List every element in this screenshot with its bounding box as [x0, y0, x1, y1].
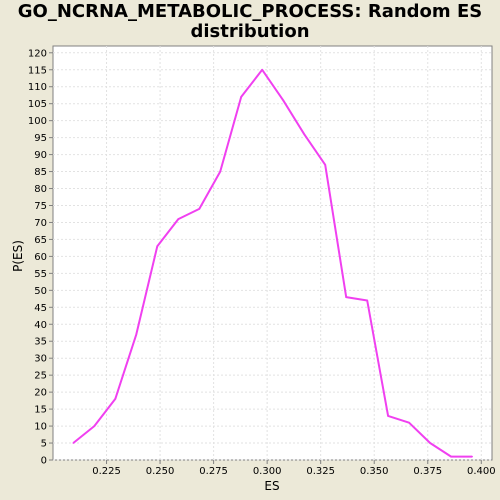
plot-area [52, 45, 493, 461]
y-axis: 0 5 10 15 20 25 30 35 40 45 50 55 60 65 70 75 80 85 90 95 10… [28, 48, 53, 467]
data-point [93, 425, 96, 427]
x-tick-label: 0.250 [146, 466, 175, 477]
data-point [429, 442, 431, 444]
y-tick-label: 20 [34, 388, 47, 399]
y-tick-label: 0 [41, 456, 47, 467]
data-point [177, 218, 180, 220]
data-point [450, 455, 452, 458]
data-point [198, 208, 201, 210]
x-tick-label: 0.300 [253, 466, 282, 477]
y-axis-label: P(ES) [11, 240, 25, 272]
data-point [345, 296, 347, 298]
data-point [324, 163, 326, 166]
y-tick-label: 65 [34, 235, 47, 246]
series-group [72, 68, 473, 458]
data-point [219, 170, 222, 173]
x-axis-label: ES [264, 479, 279, 493]
y-tick-label: 55 [34, 269, 47, 280]
y-tick-label: 85 [34, 167, 47, 178]
x-tick-label: 0.225 [92, 466, 121, 477]
data-point [366, 299, 368, 302]
y-tick-label: 50 [34, 286, 47, 297]
data-point [114, 398, 117, 400]
y-tick-label: 70 [34, 218, 47, 229]
x-tick-label: 0.400 [467, 466, 496, 477]
data-point [471, 455, 473, 458]
chart-title-line-2: distribution [190, 21, 310, 42]
y-tick-label: 10 [34, 422, 47, 433]
y-tick-label: 120 [28, 48, 47, 59]
series-line [72, 68, 473, 458]
y-tick-label: 115 [28, 65, 47, 76]
data-point [303, 133, 305, 136]
y-tick-label: 5 [41, 439, 47, 450]
y-tick-label: 90 [34, 150, 47, 161]
x-axis: 0.225 0.250 0.275 0.300 0.325 0.350 0.375 0.400 [92, 460, 496, 477]
data-point [72, 442, 75, 444]
y-tick-label: 100 [28, 116, 47, 127]
y-tick-label: 60 [34, 252, 47, 263]
x-tick-label: 0.325 [306, 466, 335, 477]
y-tick-label: 75 [34, 201, 47, 212]
y-tick-label: 25 [34, 371, 47, 382]
chart-title: GO_NCRNA_METABOLIC_PROCESS: Random ES di… [0, 2, 500, 42]
data-point [408, 421, 410, 424]
data-point [261, 68, 264, 71]
y-tick-label: 15 [34, 405, 47, 416]
y-tick-label: 110 [28, 82, 47, 93]
grid [53, 46, 492, 461]
chart-title-line-1: GO_NCRNA_METABOLIC_PROCESS: Random ES [17, 1, 483, 22]
data-point [387, 415, 389, 417]
y-tick-label: 95 [34, 133, 47, 144]
x-tick-label: 0.375 [413, 466, 442, 477]
data-point [156, 245, 159, 248]
y-tick-label: 40 [34, 320, 47, 331]
y-tick-label: 30 [34, 354, 47, 365]
data-point [282, 99, 285, 102]
data-point [135, 333, 138, 336]
y-tick-label: 45 [34, 303, 47, 314]
x-tick-label: 0.275 [199, 466, 228, 477]
y-tick-label: 80 [34, 184, 47, 195]
x-tick-label: 0.350 [360, 466, 389, 477]
data-point [240, 96, 243, 98]
y-tick-label: 35 [34, 337, 47, 348]
y-tick-label: 105 [28, 99, 47, 110]
